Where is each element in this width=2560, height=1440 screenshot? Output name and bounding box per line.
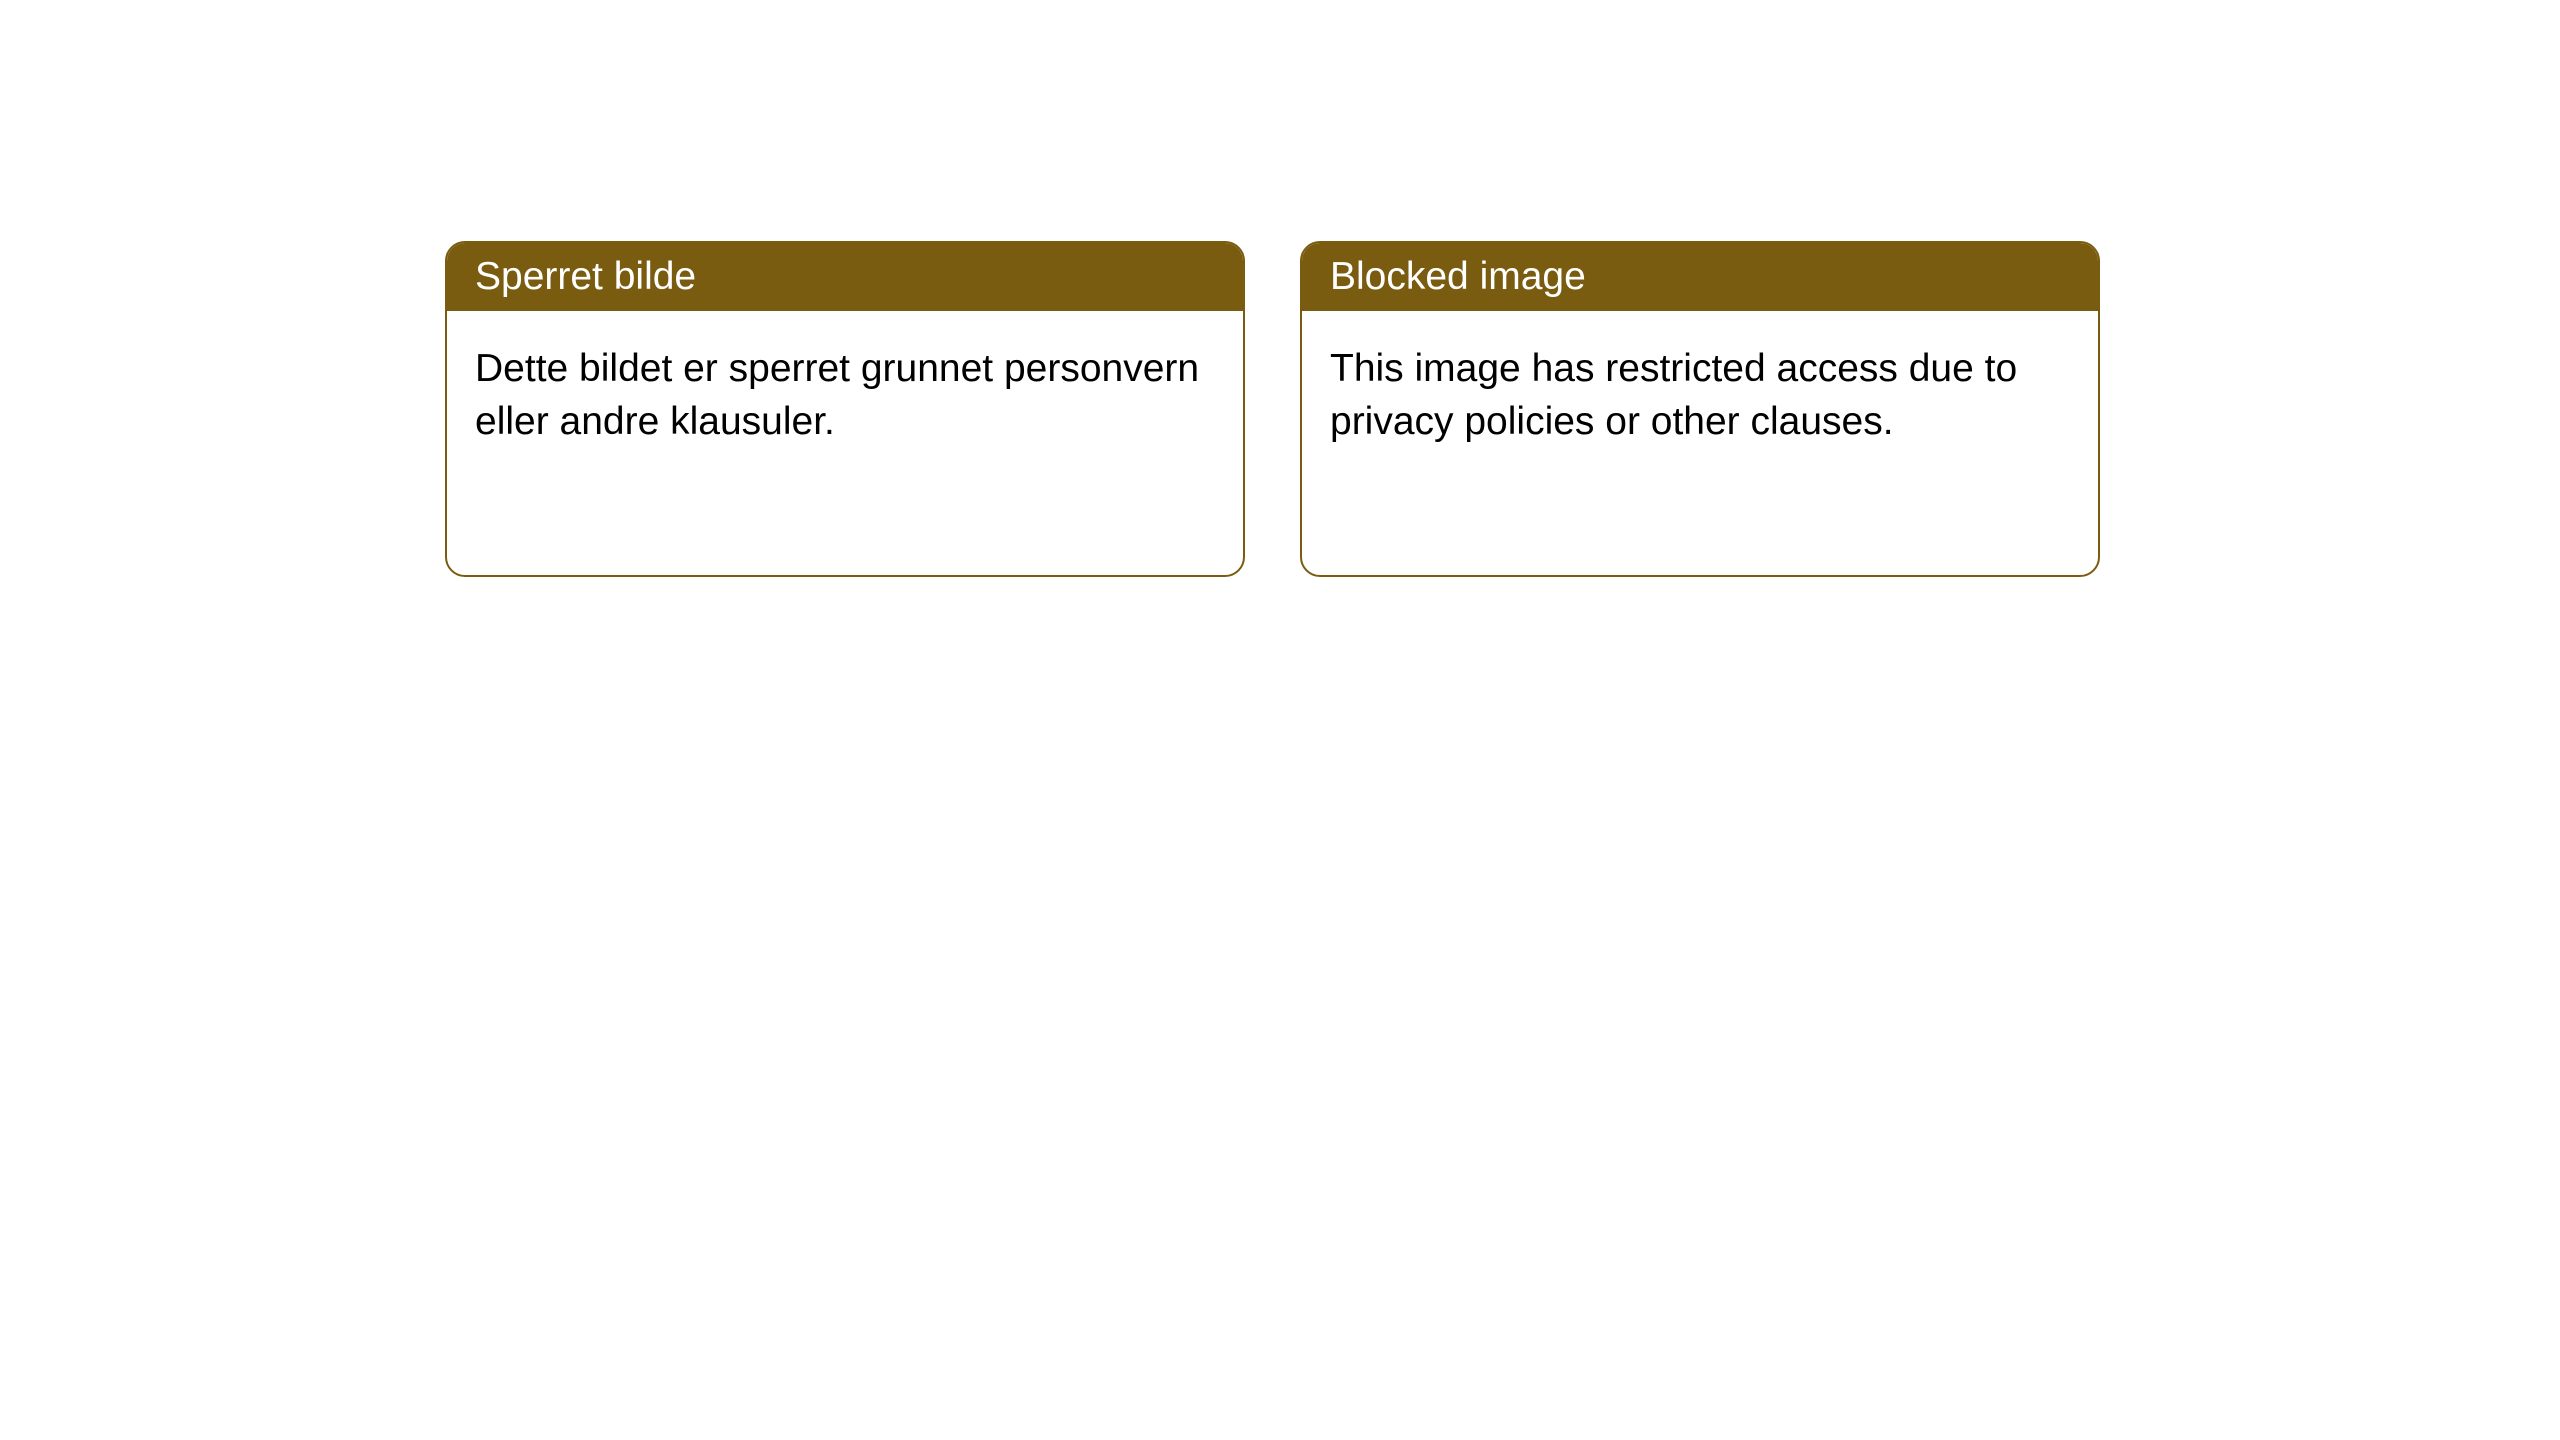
- notice-card-text: Dette bildet er sperret grunnet personve…: [475, 347, 1199, 443]
- notice-card-header: Blocked image: [1302, 243, 2098, 311]
- notice-card-title: Sperret bilde: [475, 255, 696, 298]
- notice-card-header: Sperret bilde: [447, 243, 1243, 311]
- notice-card-body: Dette bildet er sperret grunnet personve…: [447, 311, 1243, 480]
- notice-card-title: Blocked image: [1330, 255, 1586, 298]
- notice-card-norwegian: Sperret bilde Dette bildet er sperret gr…: [445, 241, 1245, 577]
- notice-cards-container: Sperret bilde Dette bildet er sperret gr…: [445, 241, 2100, 577]
- notice-card-body: This image has restricted access due to …: [1302, 311, 2098, 480]
- notice-card-english: Blocked image This image has restricted …: [1300, 241, 2100, 577]
- notice-card-text: This image has restricted access due to …: [1330, 347, 2017, 443]
